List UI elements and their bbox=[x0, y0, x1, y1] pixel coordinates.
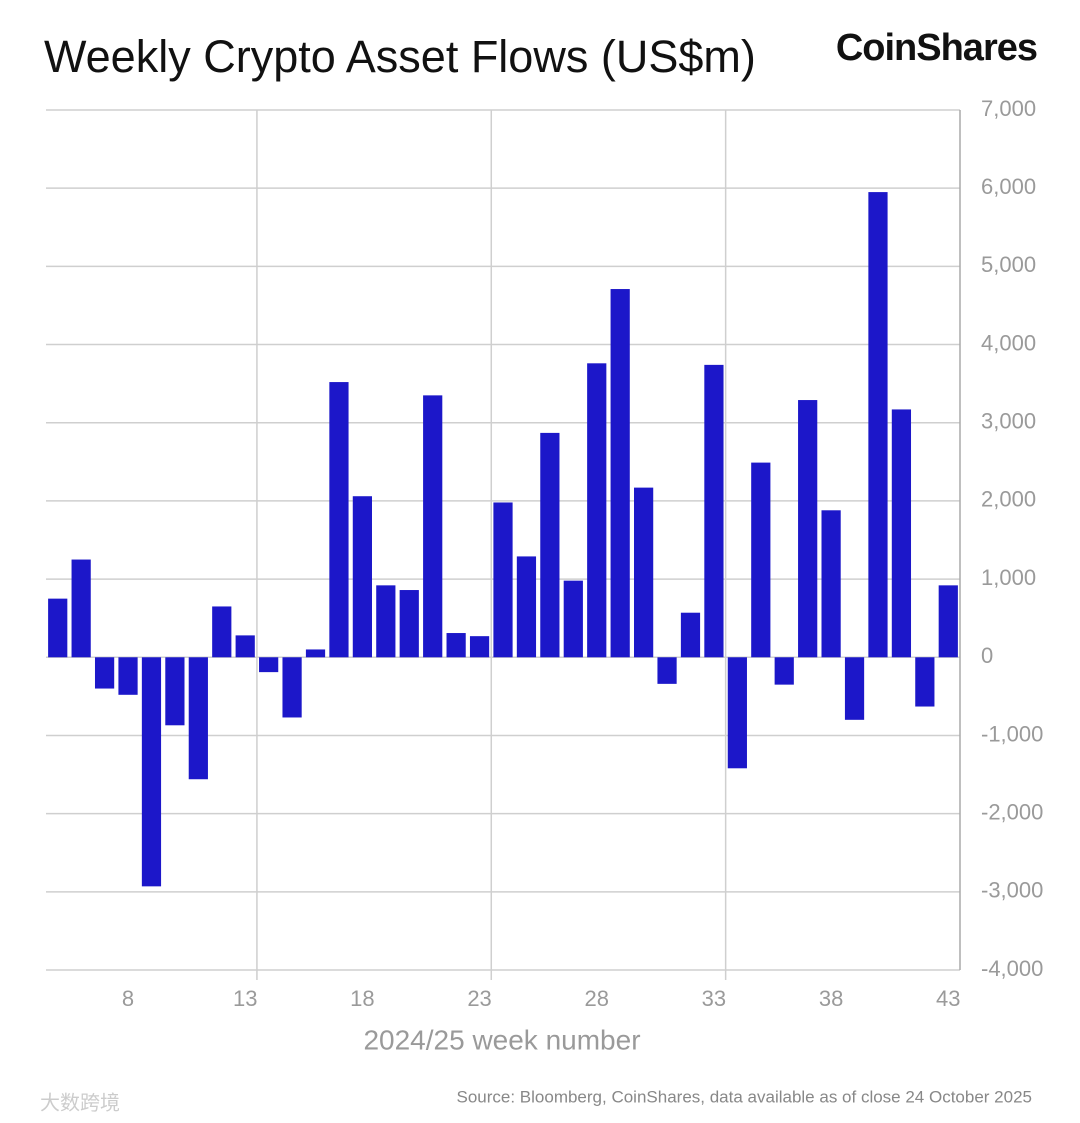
bar bbox=[821, 510, 841, 658]
x-tick-label: 28 bbox=[585, 986, 609, 1011]
x-tick-label: 23 bbox=[467, 986, 491, 1011]
bar bbox=[48, 598, 68, 658]
x-tick-label: 18 bbox=[350, 986, 374, 1011]
bar bbox=[868, 192, 888, 658]
x-axis-label: 2024/25 week number bbox=[363, 1024, 640, 1055]
bar bbox=[563, 580, 583, 658]
bar bbox=[540, 432, 560, 658]
y-tick-label: 2,000 bbox=[981, 487, 1036, 512]
bar bbox=[376, 585, 396, 658]
bar bbox=[610, 289, 630, 658]
x-tick-label: 33 bbox=[702, 986, 726, 1011]
bar bbox=[915, 657, 935, 707]
bar bbox=[469, 636, 490, 658]
y-tick-label: 7,000 bbox=[981, 96, 1036, 121]
logo: CoinShares bbox=[836, 27, 1037, 69]
bar bbox=[727, 657, 747, 769]
y-tick-label: 0 bbox=[981, 643, 993, 668]
bar bbox=[235, 635, 255, 658]
y-tick-label: -2,000 bbox=[981, 799, 1043, 824]
x-tick-label: 8 bbox=[122, 986, 134, 1011]
bar bbox=[118, 657, 138, 695]
bar bbox=[493, 502, 513, 658]
bar bbox=[282, 657, 302, 718]
bar bbox=[165, 657, 185, 726]
y-tick-label: 6,000 bbox=[981, 174, 1036, 199]
bar bbox=[399, 590, 419, 658]
bar bbox=[212, 606, 232, 658]
y-tick-label: -4,000 bbox=[981, 956, 1043, 981]
bar bbox=[844, 657, 865, 720]
bar bbox=[446, 633, 466, 658]
y-tick-label: 5,000 bbox=[981, 252, 1036, 277]
y-tick-label: 1,000 bbox=[981, 565, 1036, 590]
bar bbox=[938, 585, 958, 658]
bar bbox=[657, 657, 677, 684]
y-tick-label: 3,000 bbox=[981, 409, 1036, 434]
y-tick-label: -1,000 bbox=[981, 721, 1043, 746]
x-tick-label: 13 bbox=[233, 986, 257, 1011]
bar bbox=[423, 395, 443, 658]
bar bbox=[634, 487, 654, 658]
bar bbox=[516, 556, 537, 658]
bar bbox=[259, 657, 279, 673]
chart-title: Weekly Crypto Asset Flows (US$m) bbox=[44, 31, 756, 82]
x-tick-label: 43 bbox=[936, 986, 960, 1011]
bar bbox=[680, 612, 701, 658]
bar bbox=[94, 657, 115, 689]
bar bbox=[71, 559, 91, 658]
bar bbox=[188, 657, 208, 780]
bar bbox=[587, 363, 607, 658]
bar bbox=[305, 649, 326, 658]
watermark: 大数跨境 bbox=[40, 1091, 120, 1114]
bar bbox=[329, 382, 349, 658]
bar bbox=[891, 409, 912, 658]
x-tick-label: 38 bbox=[819, 986, 843, 1011]
y-tick-label: 4,000 bbox=[981, 330, 1036, 355]
bar bbox=[798, 400, 818, 658]
bar bbox=[751, 462, 771, 658]
bar bbox=[774, 657, 794, 685]
bar bbox=[141, 657, 162, 887]
y-tick-label: -3,000 bbox=[981, 878, 1043, 903]
bar bbox=[704, 364, 724, 658]
bar bbox=[352, 496, 372, 658]
source: Source: Bloomberg, CoinShares, data avai… bbox=[456, 1087, 1032, 1106]
